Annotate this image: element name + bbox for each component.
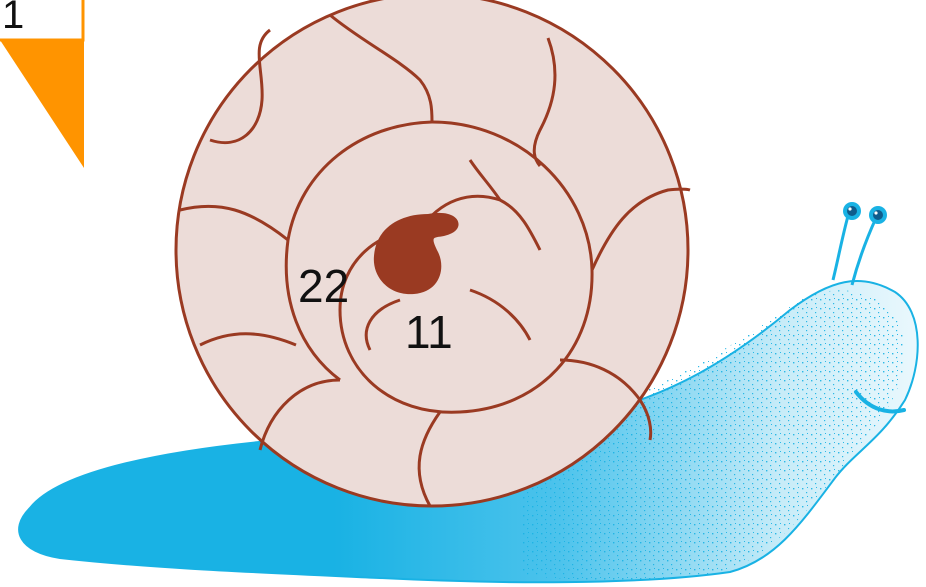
corner-label: 1 [2,0,24,37]
snail-shell: 22 11 [174,0,691,508]
corner-label-box: 1 [0,0,85,42]
eye-icon [843,202,861,220]
inner-number: 11 [405,306,453,358]
arrow-icon [0,40,84,168]
outer-number: 22 [298,260,349,312]
eye-icon [869,206,887,224]
